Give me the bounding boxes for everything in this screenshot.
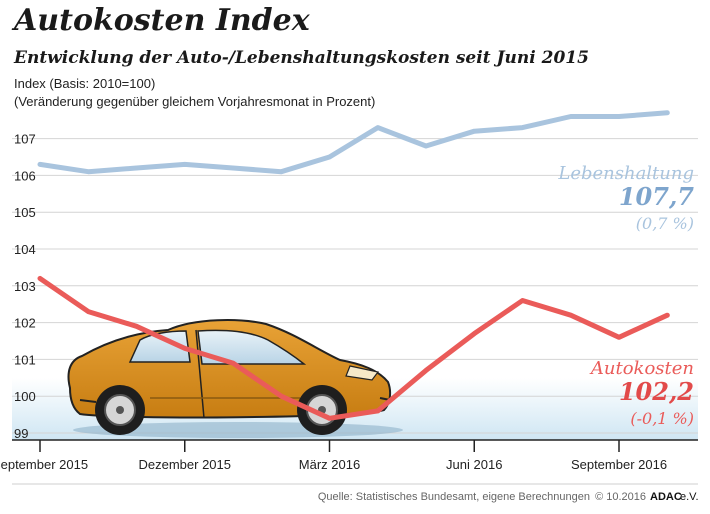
y-tick-label-102: 102 [14,316,36,331]
car-illustration [67,319,403,438]
y-tick-label-105: 105 [14,205,36,220]
chart-title: Autokosten Index [11,3,311,38]
y-tick-label-101: 101 [14,352,36,367]
point-autokosten-8 [423,368,429,373]
series-lines [37,110,670,421]
change-note: (Veränderung gegenüber gleichem Vorjahre… [14,94,375,109]
car-window-rear [128,330,191,363]
x-tick-label-3: Juni 2016 [446,457,502,472]
point-lebenshaltung-4 [230,165,236,171]
series-line-lebenshaltung [37,110,670,175]
autokosten-name: Autokosten [589,358,694,379]
point-lebenshaltung-10 [520,125,525,130]
point-autokosten-4 [230,360,236,366]
car-door-line [195,329,205,419]
point-lebenshaltung-11 [568,114,573,119]
point-autokosten-0 [37,276,43,281]
car-wheel-rear [95,385,145,435]
point-lebenshaltung-13 [665,110,670,116]
point-autokosten-10 [520,298,525,303]
point-lebenshaltung-3 [182,162,187,167]
point-lebenshaltung-8 [423,143,429,149]
car-headlight [345,365,380,381]
series-label-autokosten: Autokosten 102,2 (-0,1 %) [589,358,694,428]
point-autokosten-2 [134,324,139,329]
lebenshaltung-value: 107,7 [619,182,694,211]
point-autokosten-3 [182,346,187,351]
point-autokosten-9 [472,331,477,336]
point-autokosten-13 [665,313,670,318]
point-autokosten-5 [279,394,284,399]
index-note: Index (Basis: 2010=100) [14,76,155,91]
car-wheel-front [297,385,347,435]
chart-subtitle: Entwicklung der Auto-/Lebenshaltungskost… [13,48,589,68]
y-tick-label-100: 100 [14,389,36,404]
y-tick-label-103: 103 [14,279,36,294]
autokosten-change: (-0,1 %) [630,409,694,428]
point-lebenshaltung-6 [327,154,332,160]
point-lebenshaltung-2 [134,165,139,171]
adac-suffix: e.V. [680,491,699,503]
x-tick-label-0: September 2015 [0,457,88,472]
y-tick-label-104: 104 [14,242,36,257]
adac-logo: ADAC [650,491,682,503]
x-tick-label-1: Dezember 2015 [139,457,232,472]
y-tick-label-99: 99 [14,426,28,441]
point-autokosten-12 [616,335,622,340]
point-lebenshaltung-5 [279,169,284,174]
point-autokosten-6 [327,416,332,421]
x-axis-ticks: September 2015 Dezember 2015 März 2016 Juni… [0,440,667,472]
point-lebenshaltung-7 [375,125,380,130]
lebenshaltung-name: Lebenshaltung [557,163,694,184]
copyright-note: © 10.2016 [595,491,646,503]
series-line-autokosten [37,275,670,421]
series-label-lebenshaltung: Lebenshaltung 107,7 (0,7 %) [557,163,694,233]
y-tick-label-106: 106 [14,168,36,183]
lebenshaltung-change: (0,7 %) [636,214,694,233]
autokosten-value: 102,2 [619,377,694,406]
point-autokosten-11 [568,313,573,318]
point-autokosten-1 [86,309,91,314]
point-lebenshaltung-12 [616,114,622,119]
x-tick-label-2: März 2016 [299,457,360,472]
y-tick-labels: 99 100 101 102 103 104 105 106 107 [14,132,36,441]
point-lebenshaltung-0 [37,162,43,167]
y-tick-label-107: 107 [14,132,36,147]
point-lebenshaltung-1 [86,169,91,174]
source-note: Quelle: Statistisches Bundesamt, eigene … [318,491,590,503]
car-window-front [197,329,307,365]
x-tick-label-4: September 2016 [571,457,667,472]
point-autokosten-7 [375,408,380,414]
point-lebenshaltung-9 [472,129,477,134]
